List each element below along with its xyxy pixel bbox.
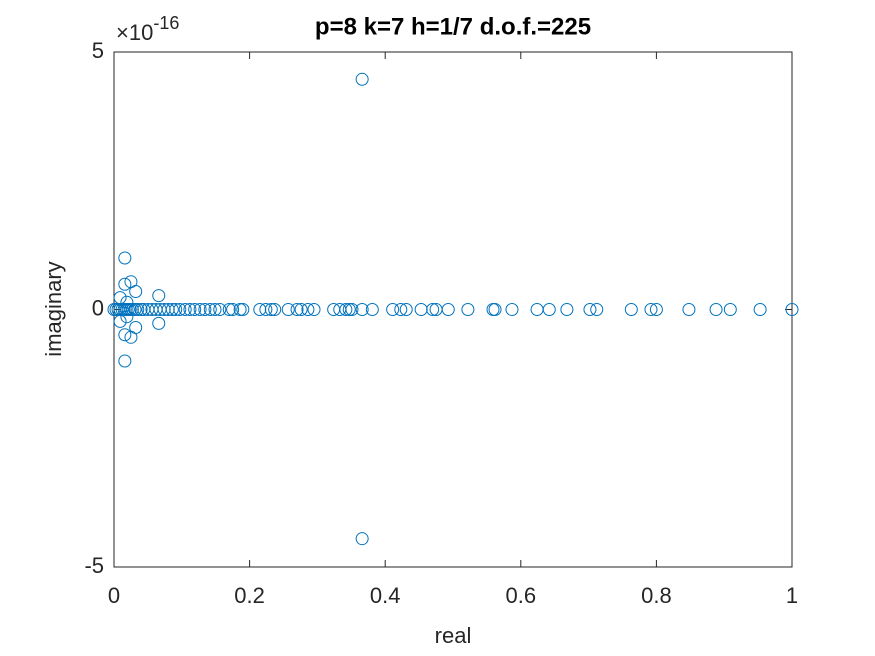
y-tick-label: 0: [92, 295, 104, 320]
point: [120, 295, 134, 309]
x-tick-label: 0: [108, 583, 120, 608]
point: [236, 303, 250, 316]
point: [129, 321, 143, 335]
point: [226, 303, 240, 316]
point: [118, 251, 132, 265]
point: [355, 532, 369, 546]
point: [301, 303, 315, 316]
point: [542, 303, 556, 316]
point: [222, 303, 236, 316]
point: [193, 303, 207, 316]
point: [345, 303, 359, 316]
point: [723, 303, 737, 316]
point: [644, 303, 658, 316]
point: [259, 303, 273, 316]
point: [118, 277, 132, 291]
point: [355, 72, 369, 86]
point: [441, 303, 455, 316]
point: [203, 303, 217, 316]
chart-title: p=8 k=7 h=1/7 d.o.f.=225: [315, 13, 591, 40]
point: [488, 303, 502, 316]
point: [213, 303, 227, 316]
point: [590, 303, 604, 316]
point: [120, 310, 134, 324]
point: [118, 328, 132, 342]
point: [785, 303, 799, 316]
point: [753, 303, 767, 316]
point: [128, 303, 142, 316]
point: [134, 303, 148, 316]
point: [294, 303, 308, 316]
x-tick-label: 0.6: [506, 583, 537, 608]
point: [624, 303, 638, 316]
point: [386, 303, 400, 316]
point: [583, 303, 597, 316]
point: [426, 303, 440, 316]
y-tick-label: 5: [92, 38, 104, 63]
point: [560, 303, 574, 316]
point: [165, 303, 179, 316]
point: [188, 303, 202, 316]
y-axis-label: imaginary: [41, 261, 66, 356]
point: [355, 303, 369, 316]
y-scale-exponent: -16: [153, 13, 179, 33]
point: [183, 303, 197, 316]
point: [173, 303, 187, 316]
point: [505, 303, 519, 316]
point: [307, 303, 321, 316]
point: [290, 303, 304, 316]
point: [264, 303, 278, 316]
point: [394, 303, 408, 316]
y-scale-label: ×10-16: [116, 13, 179, 45]
y-scale-base: ×10: [116, 20, 153, 45]
point: [461, 303, 475, 316]
point: [152, 316, 166, 330]
x-tick-label: 0.2: [234, 583, 265, 608]
point: [131, 303, 145, 316]
point: [649, 303, 663, 316]
point: [169, 303, 183, 316]
point: [339, 303, 353, 316]
point: [281, 303, 295, 316]
x-tick-label: 0.8: [641, 583, 672, 608]
point: [113, 291, 127, 305]
y-tick-label: -5: [84, 553, 104, 578]
point: [129, 284, 143, 298]
point: [113, 314, 127, 328]
point: [178, 303, 192, 316]
x-tick-label: 0.4: [370, 583, 401, 608]
point: [152, 289, 166, 303]
point: [233, 303, 247, 316]
x-tick-label: 1: [786, 583, 798, 608]
point: [342, 303, 356, 316]
point: [365, 303, 379, 316]
point: [709, 303, 723, 316]
point: [682, 303, 696, 316]
x-axis-label: real: [435, 623, 472, 648]
point: [399, 303, 413, 316]
point: [268, 303, 282, 316]
point: [198, 303, 212, 316]
point: [208, 303, 222, 316]
point: [118, 354, 132, 368]
